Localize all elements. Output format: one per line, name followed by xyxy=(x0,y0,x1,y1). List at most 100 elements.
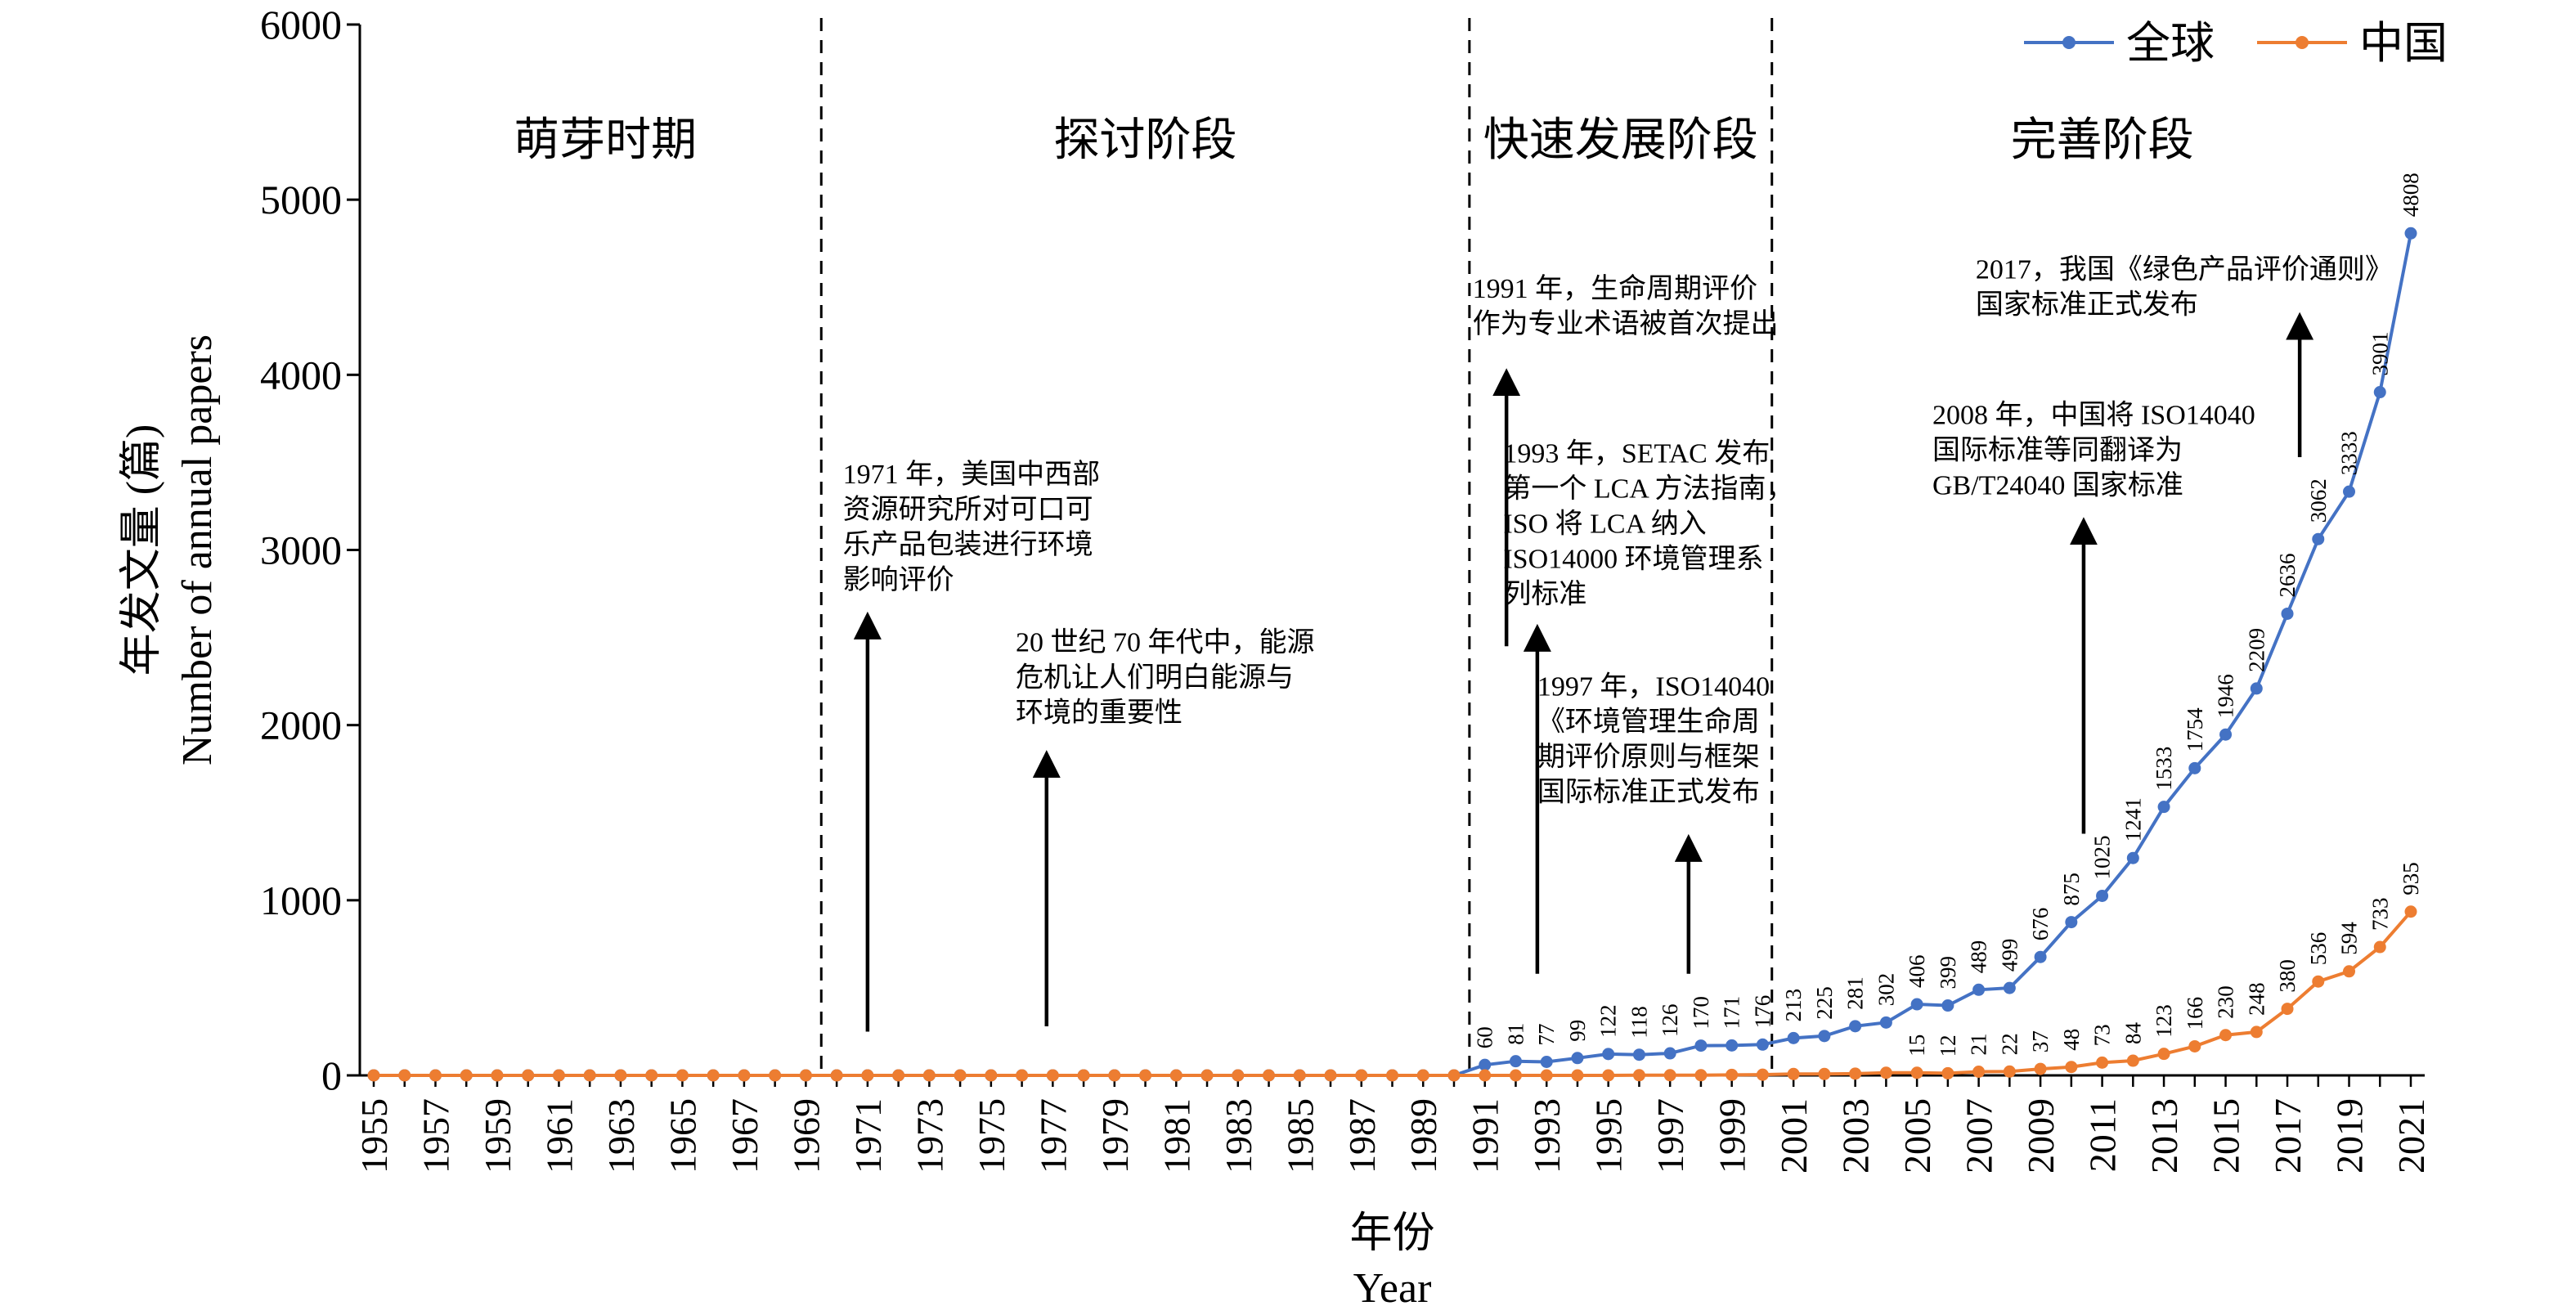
axes-layer: 0 1000 2000 3000 4000 5000 6000 1955 1957 1959 196… xyxy=(119,2,2432,1306)
data-point xyxy=(1046,1069,1059,1082)
data-label: 60 xyxy=(1473,1026,1497,1048)
data-label: 399 xyxy=(1936,956,1960,990)
legend-marker xyxy=(2062,36,2076,49)
data-point xyxy=(922,1069,936,1082)
data-point xyxy=(1756,1068,1769,1081)
annotation-text-line: 第一个 LCA 方法指南， xyxy=(1503,473,1793,504)
data-point xyxy=(861,1069,874,1082)
annotation-text-line: 期评价原则与框架 xyxy=(1537,741,1760,772)
x-tick-label: 1999 xyxy=(1712,1098,1753,1174)
data-point xyxy=(1849,1020,1862,1033)
data-point xyxy=(2312,532,2325,545)
data-point xyxy=(2404,905,2417,918)
legend-entry: 全球 xyxy=(2024,19,2215,68)
phase-label-layer: 萌芽时期 探讨阶段 快速发展阶段 完善阶段 xyxy=(514,115,2194,166)
x-tick-label: 2007 xyxy=(1959,1098,2000,1174)
data-label: 126 xyxy=(1658,1004,1682,1038)
x-tick-label: 1979 xyxy=(1094,1098,1136,1174)
phase-label: 快速发展阶段 xyxy=(1483,115,1758,166)
data-label: 499 xyxy=(1997,939,2022,972)
data-point xyxy=(1818,1067,1831,1080)
data-label: 536 xyxy=(2306,932,2331,966)
annotation-text-line: 环境的重要性 xyxy=(1016,698,1183,729)
data-label: 380 xyxy=(2275,959,2300,993)
y-tick-label: 3000 xyxy=(260,527,342,573)
annotation-text-line: ISO 将 LCA 纳入 xyxy=(1503,508,1706,539)
data-label: 37 xyxy=(2028,1030,2053,1052)
data-point xyxy=(2065,1061,2078,1074)
data-point xyxy=(614,1069,627,1082)
x-tick-label: 2005 xyxy=(1896,1098,1938,1174)
data-label: 935 xyxy=(2399,862,2423,895)
data-label: 248 xyxy=(2244,982,2269,1016)
data-point xyxy=(1324,1069,1337,1082)
data-point xyxy=(738,1069,751,1082)
data-label: 230 xyxy=(2214,985,2238,1019)
data-label: 213 xyxy=(1781,989,1806,1022)
y-axis-label-en: Number of annual papers xyxy=(174,334,221,765)
annotation-text-line: 1993 年，SETAC 发布 xyxy=(1503,438,1770,469)
data-point xyxy=(2126,851,2139,864)
data-label: 73 xyxy=(2090,1024,2115,1046)
data-label: 489 xyxy=(1967,940,1991,974)
x-tick-label: 2003 xyxy=(1835,1098,1877,1174)
annotation-text-line: 国际标准等同翻译为 xyxy=(1932,434,2183,465)
data-point xyxy=(1726,1068,1739,1081)
x-tick-label: 1969 xyxy=(785,1098,827,1174)
data-point xyxy=(1787,1031,1800,1044)
y-tick-label: 6000 xyxy=(260,2,342,47)
x-tick-label: 2011 xyxy=(2082,1098,2124,1172)
data-label: 4808 xyxy=(2399,173,2423,217)
data-point xyxy=(1509,1055,1522,1068)
data-point xyxy=(1972,1066,1986,1079)
x-tick-label: 1955 xyxy=(353,1098,395,1174)
x-tick-label: 2017 xyxy=(2267,1098,2309,1174)
data-point xyxy=(799,1069,812,1082)
x-tick-label: 1965 xyxy=(662,1098,703,1174)
y-tick-label: 4000 xyxy=(260,352,342,397)
x-tick-label: 1995 xyxy=(1588,1098,1630,1174)
legend: 全球 中国 xyxy=(2024,19,2448,68)
data-point xyxy=(367,1069,380,1082)
data-point xyxy=(429,1069,442,1082)
data-point xyxy=(1479,1058,1492,1071)
annotation-text-line: 1971 年，美国中西部 xyxy=(843,459,1101,490)
legend-entry: 中国 xyxy=(2257,19,2448,68)
legend-label: 全球 xyxy=(2126,19,2215,68)
data-point xyxy=(1416,1069,1429,1082)
x-tick-label: 1961 xyxy=(538,1098,580,1174)
annotation-text-line: 《环境管理生命周 xyxy=(1537,706,1760,737)
series-layer: 60 81 77 99 122 118 126 170 171 176 213 225 281 302 40… xyxy=(367,173,2423,1082)
annotation-text-line: 影响评价 xyxy=(843,564,954,595)
legend-marker xyxy=(2296,36,2309,49)
data-point xyxy=(1694,1039,1708,1052)
data-point xyxy=(2157,1048,2170,1061)
x-tick-label: 1957 xyxy=(415,1098,456,1174)
data-point xyxy=(1941,999,1954,1012)
data-label: 123 xyxy=(2152,1004,2176,1038)
data-label: 176 xyxy=(1750,995,1775,1029)
data-label: 170 xyxy=(1689,996,1713,1030)
y-tick-label: 5000 xyxy=(260,177,342,222)
data-point xyxy=(1941,1066,1954,1079)
data-point xyxy=(2373,386,2386,399)
x-tick-label: 1991 xyxy=(1465,1098,1506,1174)
data-point xyxy=(1787,1067,1800,1080)
data-label: 733 xyxy=(2367,898,2392,931)
data-point xyxy=(2034,1062,2047,1075)
data-point xyxy=(2343,485,2356,498)
x-axis-label-en: Year xyxy=(1353,1265,1432,1306)
annotation-text-line: 国际标准正式发布 xyxy=(1537,776,1760,807)
data-point xyxy=(2096,889,2109,902)
data-point xyxy=(1602,1048,1615,1061)
data-point xyxy=(2373,940,2386,954)
annotation-ann-2017: 2017，我国《绿色产品评价通则》国家标准正式发布 xyxy=(1976,254,2393,457)
data-label: 676 xyxy=(2028,908,2053,941)
x-tick-label: 1967 xyxy=(724,1098,765,1174)
data-label: 406 xyxy=(1905,955,1929,989)
y-tick-label: 0 xyxy=(321,1052,342,1098)
data-label: 81 xyxy=(1504,1023,1528,1045)
x-tick-label: 1987 xyxy=(1341,1098,1383,1174)
